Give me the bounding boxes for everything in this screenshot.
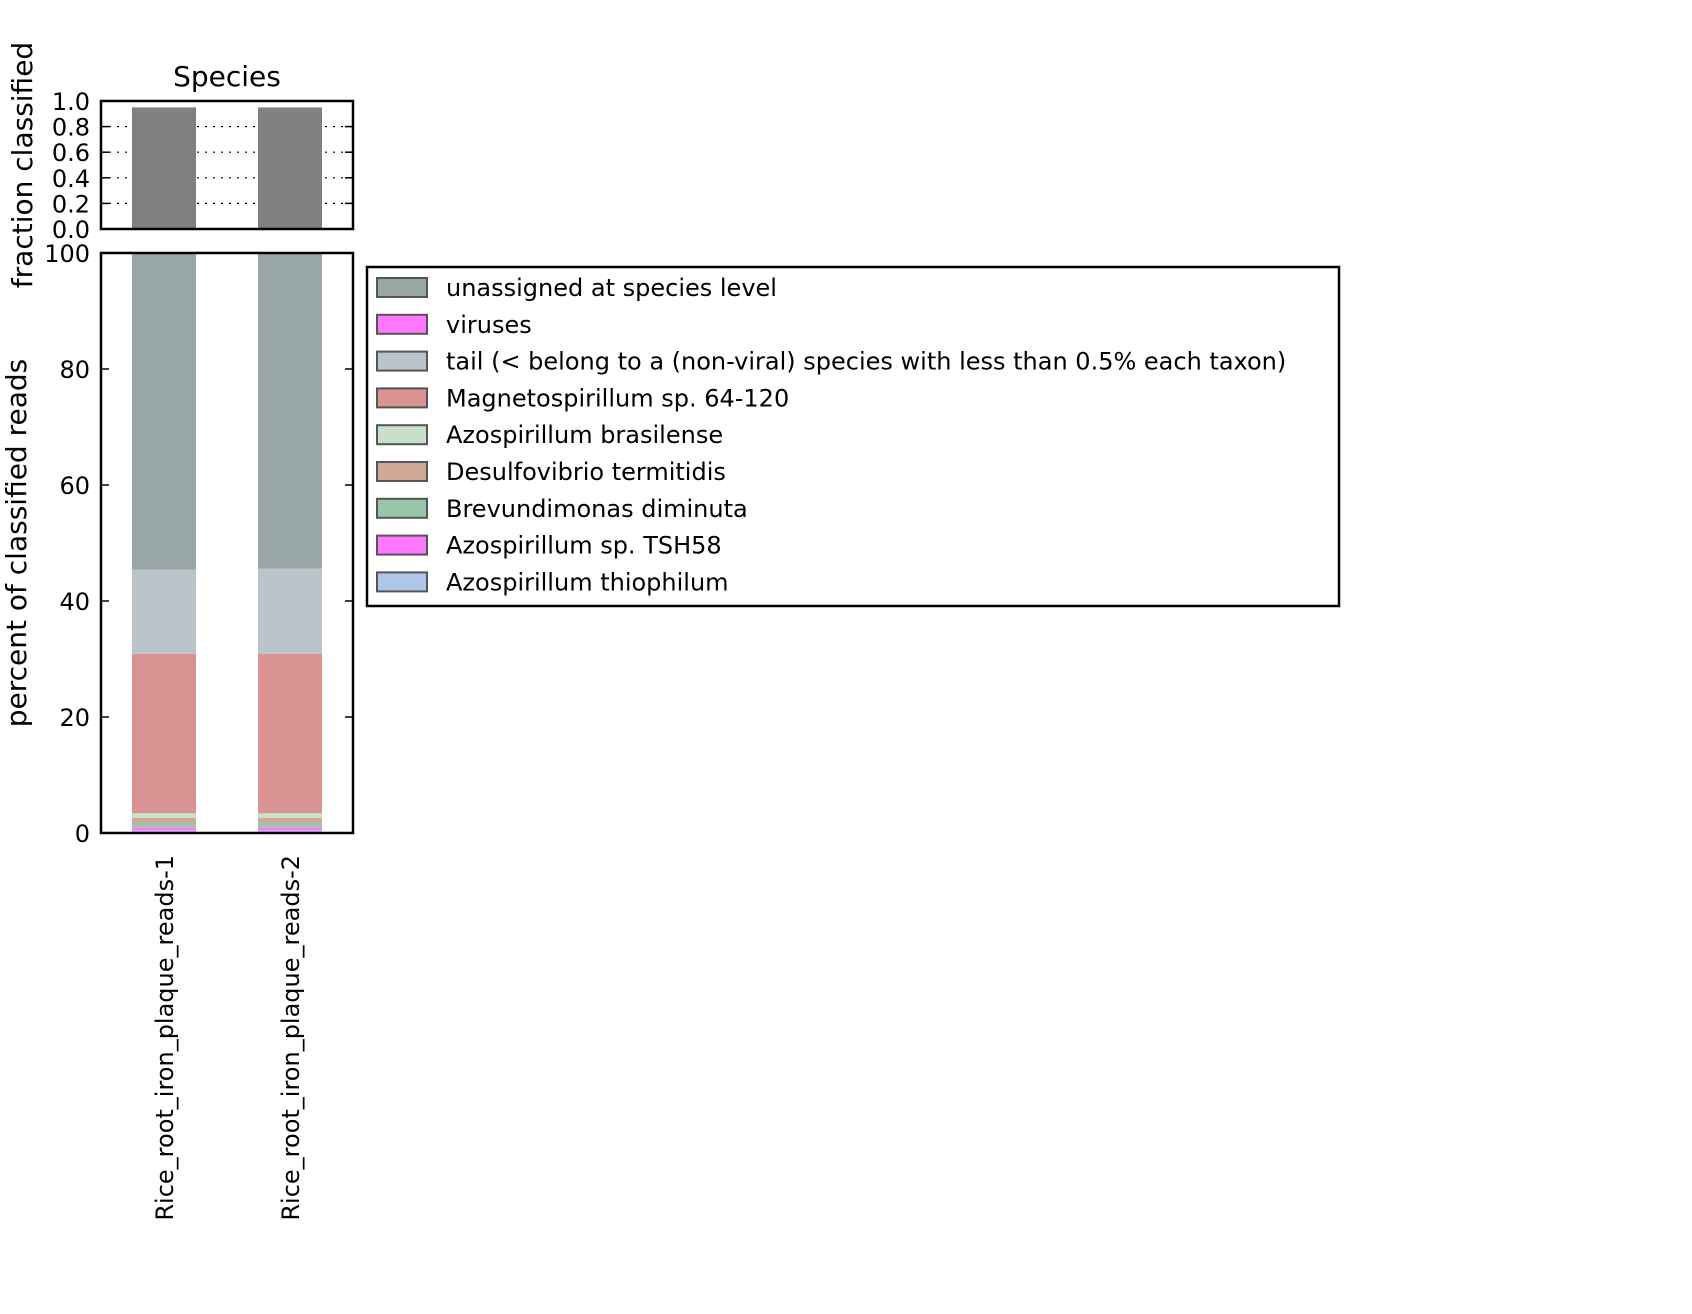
stacked-bar-segment bbox=[258, 568, 322, 654]
legend-swatch bbox=[376, 571, 428, 593]
fraction-classified-bar bbox=[258, 107, 322, 229]
legend-swatch bbox=[376, 313, 428, 335]
x-tick-label: Rice_root_iron_plaque_reads-1 bbox=[151, 855, 179, 1221]
stacked-bar-segment bbox=[132, 822, 196, 828]
legend-label: tail (< belong to a (non-viral) species … bbox=[446, 348, 1286, 376]
stacked-bar-segment bbox=[258, 827, 322, 831]
legend-swatch bbox=[376, 534, 428, 556]
stacked-bar-segment bbox=[132, 569, 196, 654]
legend-label: Azospirillum brasilense bbox=[446, 421, 723, 449]
top-y-tick-label: 0.8 bbox=[52, 114, 90, 142]
bottom-y-tick-label: 100 bbox=[44, 240, 90, 268]
legend-frame bbox=[365, 265, 1341, 608]
legend-label: viruses bbox=[446, 311, 532, 339]
legend-label: Magnetospirillum sp. 64-120 bbox=[446, 384, 789, 412]
top-axes-frame bbox=[99, 99, 355, 231]
legend-label: Desulfovibrio termitidis bbox=[446, 458, 726, 486]
legend-swatch bbox=[376, 350, 428, 372]
legend-swatch bbox=[376, 497, 428, 519]
legend-label: Brevundimonas diminuta bbox=[446, 495, 748, 523]
bottom-y-tick-label: 40 bbox=[59, 588, 90, 616]
bottom-y-tick-label: 80 bbox=[59, 356, 90, 384]
legend-label: Azospirillum thiophilum bbox=[446, 568, 729, 596]
legend-swatch bbox=[376, 387, 428, 409]
top-y-tick-label: 0.0 bbox=[52, 216, 90, 244]
stacked-bar-segment bbox=[258, 822, 322, 828]
stacked-bar-segment bbox=[132, 813, 196, 818]
legend-label: unassigned at species level bbox=[446, 274, 777, 302]
legend-swatch bbox=[376, 424, 428, 446]
legend: unassigned at species level viruses tail (… bbox=[365, 265, 1341, 608]
top-y-ticks: 0.00.20.40.60.81.0 bbox=[52, 88, 353, 244]
bottom-y-ticks: 0 20 40 60 80 100 bbox=[44, 240, 353, 848]
top-y-tick-label: 0.4 bbox=[52, 165, 90, 193]
bottom-y-tick-label: 60 bbox=[59, 472, 90, 500]
legend-swatch bbox=[376, 461, 428, 482]
top-y-tick-label: 1.0 bbox=[52, 88, 90, 116]
chart-title: Species bbox=[173, 60, 281, 93]
fraction-classified-bar bbox=[132, 107, 196, 229]
stacked-bar-segment bbox=[258, 817, 322, 823]
stacked-bars bbox=[132, 253, 322, 833]
top-y-tick-label: 0.6 bbox=[52, 139, 90, 167]
legend-label: Azospirillum sp. TSH58 bbox=[446, 532, 722, 560]
stacked-bar-segment bbox=[132, 827, 196, 831]
top-bars bbox=[132, 107, 322, 229]
x-tick-labels: Rice_root_iron_plaque_reads-1 Rice_root_i… bbox=[151, 855, 305, 1221]
bottom-y-tick-label: 20 bbox=[59, 704, 90, 732]
stacked-bar-segment bbox=[132, 653, 196, 814]
stacked-bar-segment bbox=[258, 653, 322, 814]
bottom-y-tick-label: 0 bbox=[75, 820, 90, 848]
stacked-bar-segment bbox=[258, 253, 322, 569]
legend-swatch bbox=[376, 277, 428, 298]
bottom-axes-frame bbox=[99, 251, 355, 835]
stacked-bar-segment bbox=[132, 817, 196, 823]
top-y-tick-label: 0.2 bbox=[52, 190, 90, 218]
stacked-bar-segment bbox=[258, 813, 322, 818]
x-tick-label: Rice_root_iron_plaque_reads-2 bbox=[277, 855, 305, 1221]
bottom-y-axis-label: percent of classified reads bbox=[0, 359, 33, 728]
top-y-axis-label: fraction classified bbox=[6, 42, 39, 288]
stacked-bar-segment bbox=[132, 253, 196, 570]
